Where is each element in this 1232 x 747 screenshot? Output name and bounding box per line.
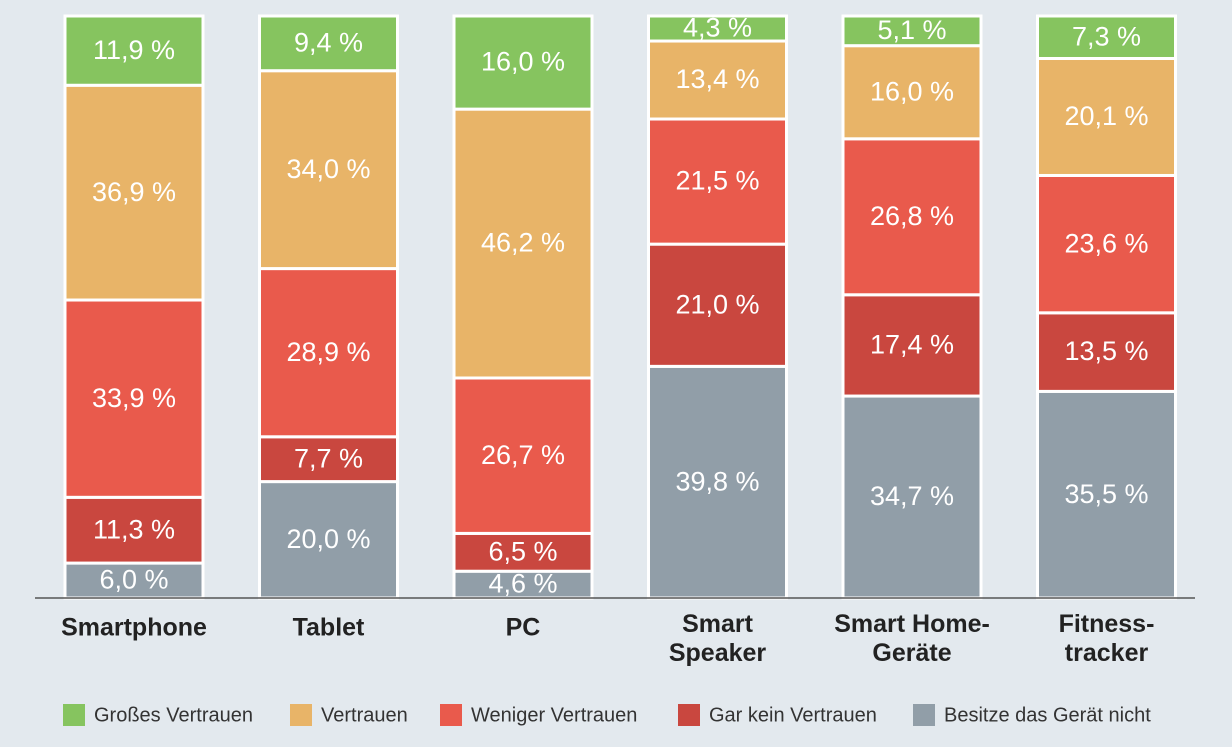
bar-segment bbox=[258, 267, 399, 439]
bar-segment bbox=[1036, 14, 1177, 60]
bar-segment bbox=[841, 293, 983, 398]
bar-segment bbox=[1036, 389, 1177, 600]
value-label: 28,9 % bbox=[286, 337, 370, 367]
legend-swatch bbox=[440, 704, 462, 726]
value-label: 36,9 % bbox=[92, 177, 176, 207]
bar-segment bbox=[647, 39, 788, 121]
value-label: 6,5 % bbox=[488, 536, 557, 566]
bar-segment bbox=[452, 531, 594, 573]
value-label: 9,4 % bbox=[294, 27, 363, 57]
legend-label: Vertrauen bbox=[321, 704, 408, 726]
value-label: 16,0 % bbox=[481, 47, 565, 77]
bar-segment bbox=[63, 14, 205, 87]
bar-segment bbox=[452, 376, 594, 535]
value-label: 21,5 % bbox=[675, 166, 759, 196]
legend-swatch bbox=[678, 704, 700, 726]
value-label: 20,1 % bbox=[1064, 101, 1148, 131]
value-label: 6,0 % bbox=[99, 565, 168, 595]
bar-segment bbox=[258, 435, 399, 484]
value-label: 11,9 % bbox=[93, 35, 175, 65]
bar-segment bbox=[1036, 173, 1177, 315]
value-label: 11,3 % bbox=[93, 514, 175, 544]
value-label: 35,5 % bbox=[1064, 479, 1148, 509]
value-label: 39,8 % bbox=[675, 466, 759, 496]
legend-label: Gar kein Vertrauen bbox=[709, 704, 877, 726]
bar-segment bbox=[63, 83, 205, 302]
bar-segment bbox=[647, 364, 788, 600]
bar-segment bbox=[258, 69, 399, 271]
value-label: 33,9 % bbox=[92, 383, 176, 413]
legend-swatch bbox=[913, 704, 935, 726]
category-label: Fitness-tracker bbox=[1059, 610, 1155, 667]
value-label: 13,4 % bbox=[675, 64, 759, 94]
value-label: 46,2 % bbox=[481, 228, 565, 258]
category-label: Smart Speaker bbox=[669, 610, 767, 667]
legend-label: Weniger Vertrauen bbox=[471, 704, 637, 726]
value-label: 7,7 % bbox=[294, 443, 363, 473]
bar-segment bbox=[1036, 311, 1177, 393]
value-label: 26,7 % bbox=[481, 440, 565, 470]
value-label: 17,4 % bbox=[870, 330, 954, 360]
category-label: PC bbox=[506, 614, 541, 642]
bar-segment bbox=[647, 14, 788, 43]
value-label: 34,7 % bbox=[870, 481, 954, 511]
value-label: 5,1 % bbox=[877, 15, 946, 45]
legend-label: Besitze das Gerät nicht bbox=[944, 704, 1151, 726]
bar-segment bbox=[841, 14, 983, 48]
legend-swatch bbox=[63, 704, 85, 726]
bar-segment bbox=[1036, 56, 1177, 177]
bar-segment bbox=[647, 117, 788, 246]
category-label: Smartphone bbox=[61, 614, 207, 642]
bar-segment bbox=[63, 298, 205, 499]
value-label: 21,0 % bbox=[675, 289, 759, 319]
bar-segment bbox=[258, 14, 399, 73]
bar-segment bbox=[647, 242, 788, 368]
value-label: 16,0 % bbox=[870, 76, 954, 106]
value-label: 4,6 % bbox=[488, 569, 557, 599]
bar-segment bbox=[63, 561, 205, 600]
value-label: 4,3 % bbox=[683, 13, 752, 43]
category-label: Smart Home-Geräte bbox=[834, 610, 990, 667]
value-label: 20,0 % bbox=[286, 524, 370, 554]
value-label: 7,3 % bbox=[1072, 21, 1141, 51]
bar-segment bbox=[452, 14, 594, 111]
legend-swatch bbox=[290, 704, 312, 726]
value-label: 23,6 % bbox=[1064, 228, 1148, 258]
bar-segment bbox=[452, 107, 594, 380]
category-label: Tablet bbox=[293, 614, 365, 642]
legend-label: Großes Vertrauen bbox=[94, 704, 253, 726]
value-label: 26,8 % bbox=[870, 201, 954, 231]
value-label: 13,5 % bbox=[1064, 336, 1148, 366]
bar-segment bbox=[841, 44, 983, 141]
value-label: 34,0 % bbox=[286, 154, 370, 184]
